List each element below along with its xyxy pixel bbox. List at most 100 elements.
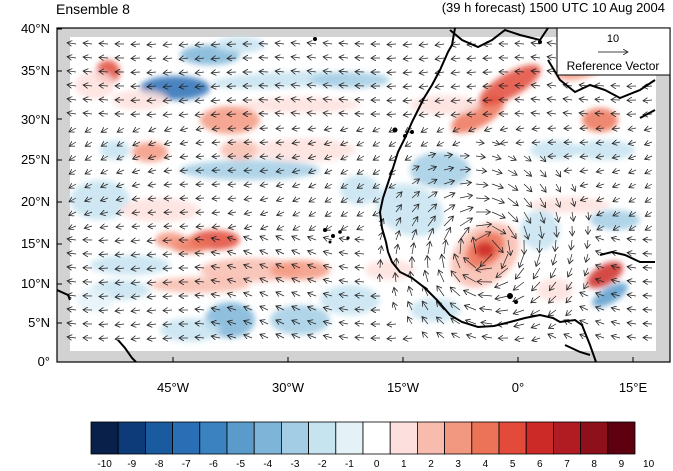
wind-arrow-icon <box>611 294 621 296</box>
wind-arrow-icon <box>547 113 557 114</box>
wind-arrow-icon <box>427 167 436 170</box>
wind-arrow-icon <box>227 265 237 268</box>
wind-arrow-icon <box>380 232 383 241</box>
wind-arrow-icon <box>99 113 109 114</box>
wind-arrow-icon <box>164 170 173 171</box>
wind-arrow-icon <box>308 335 317 338</box>
anomaly-blob <box>77 288 113 312</box>
wind-arrow-icon <box>643 254 653 255</box>
wind-arrow-icon <box>323 279 333 282</box>
wind-arrow-icon <box>403 58 413 59</box>
wind-arrow-icon <box>69 170 77 174</box>
anomaly-blob <box>530 140 580 160</box>
wind-arrow-icon <box>394 287 396 297</box>
anomaly-blob <box>90 255 170 275</box>
wind-arrow-icon <box>99 85 109 86</box>
wind-arrow-icon <box>531 295 541 303</box>
wind-arrow-icon <box>645 184 653 188</box>
wind-arrow-icon <box>180 128 189 130</box>
wind-arrow-icon <box>195 337 205 338</box>
wind-arrow-icon <box>67 57 77 58</box>
anomaly-blob <box>200 258 300 282</box>
wind-arrow-icon <box>259 114 269 115</box>
wind-arrow-icon <box>227 321 237 324</box>
colorbar-swatch <box>226 421 255 455</box>
wind-arrow-icon <box>115 338 125 339</box>
wind-arrow-icon <box>149 128 157 132</box>
wind-arrow-icon <box>507 197 518 206</box>
wind-arrow-icon <box>643 338 653 339</box>
wind-arrow-icon <box>179 58 189 59</box>
wind-arrow-icon <box>387 324 397 325</box>
wind-arrow-icon <box>83 99 93 100</box>
wind-arrow-icon <box>443 193 455 199</box>
wind-arrow-icon <box>502 253 509 269</box>
wind-arrow-icon <box>180 226 189 227</box>
wind-arrow-icon <box>117 170 125 173</box>
wind-arrow-icon <box>549 281 557 291</box>
wind-arrow-icon <box>85 198 93 201</box>
wind-arrow-icon <box>572 197 575 206</box>
wind-arrow-icon <box>67 113 77 114</box>
wind-arrow-icon <box>373 142 381 146</box>
wind-arrow-icon <box>373 156 381 160</box>
wind-arrow-icon <box>523 155 531 161</box>
wind-arrow-icon <box>164 198 173 199</box>
wind-arrow-icon <box>67 337 77 338</box>
wind-arrow-icon <box>131 310 141 311</box>
wind-arrow-icon <box>67 281 77 282</box>
wind-arrow-icon <box>195 309 205 310</box>
wind-arrow-icon <box>491 239 503 253</box>
map-title-forecast-time: (39 h forecast) 1500 UTC 10 Aug 2004 <box>441 0 665 15</box>
colorbar-tick-label: 9 <box>619 459 625 470</box>
colorbar-tick-label: 4 <box>483 459 489 470</box>
wind-arrow-icon <box>464 258 477 269</box>
wind-arrow-icon <box>437 128 445 132</box>
wind-arrow-icon <box>244 307 253 310</box>
wind-arrow-icon <box>612 156 621 158</box>
wind-arrow-icon <box>180 212 189 213</box>
wind-arrow-icon <box>67 85 77 86</box>
wind-arrow-icon <box>211 114 221 115</box>
wind-arrow-icon <box>357 128 365 131</box>
wind-arrow-icon <box>380 274 381 283</box>
wind-arrow-icon <box>643 100 653 101</box>
wind-arrow-icon <box>131 282 141 283</box>
wind-arrow-icon <box>467 114 477 115</box>
wind-arrow-icon <box>495 296 509 299</box>
wind-arrow-icon <box>411 217 418 227</box>
lat-label-20n: 20°N <box>21 194 50 209</box>
wind-arrow-icon <box>395 273 396 283</box>
wind-arrow-icon <box>228 226 237 228</box>
wind-arrow-icon <box>275 71 285 72</box>
wind-arrow-icon <box>564 170 573 171</box>
wind-arrow-icon <box>551 267 557 278</box>
wind-arrow-icon <box>116 198 125 200</box>
wind-arrow-icon <box>212 226 221 228</box>
wind-arrow-icon <box>596 293 605 296</box>
wind-arrow-icon <box>323 85 333 86</box>
wind-arrow-icon <box>427 179 437 184</box>
wind-arrow-icon <box>323 293 333 296</box>
wind-arrow-icon <box>244 142 253 143</box>
wind-arrow-icon <box>467 86 477 87</box>
wind-arrow-icon <box>116 226 125 227</box>
wind-arrow-icon <box>580 128 589 129</box>
wind-arrow-icon <box>195 253 205 254</box>
wind-arrow-icon <box>323 335 333 338</box>
wind-arrow-icon <box>309 184 317 188</box>
wind-arrow-icon <box>439 270 445 283</box>
wind-arrow-icon <box>629 226 637 230</box>
wind-arrow-icon <box>67 323 77 324</box>
wind-arrow-icon <box>611 336 621 338</box>
wind-arrow-icon <box>475 170 487 171</box>
wind-arrow-icon <box>585 267 588 276</box>
wind-arrow-icon <box>427 216 435 227</box>
colorbar-swatch <box>389 421 418 455</box>
wind-arrow-icon <box>533 267 541 279</box>
islands <box>313 37 542 304</box>
wind-arrow-icon <box>643 240 653 241</box>
wind-arrow-icon <box>341 156 349 160</box>
wind-arrow-icon <box>292 170 301 172</box>
lon-label-15e: 15°E <box>619 380 648 395</box>
